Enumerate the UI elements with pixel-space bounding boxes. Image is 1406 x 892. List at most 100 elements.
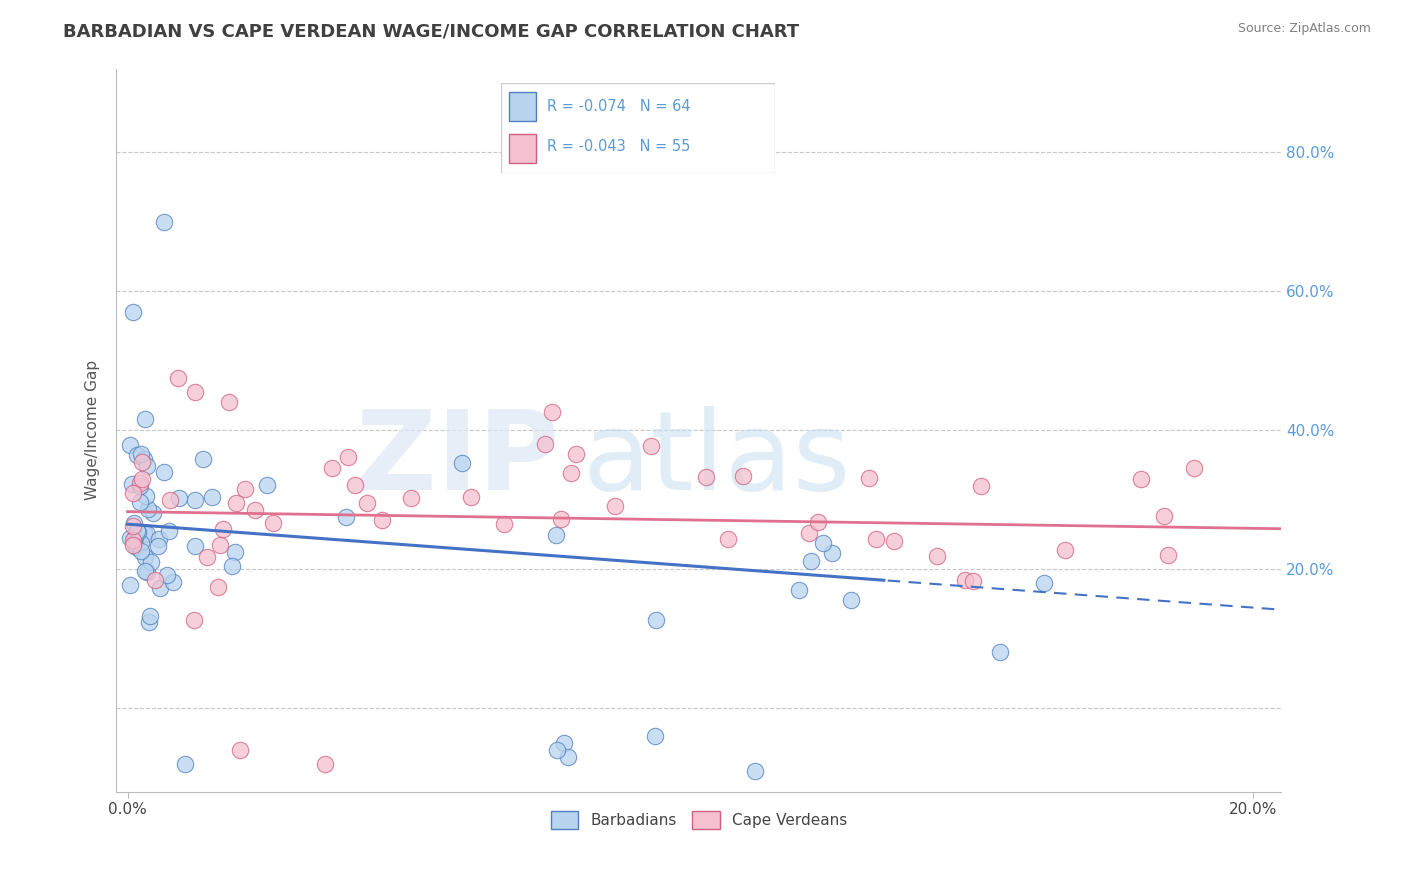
- Point: [865, 533, 887, 547]
- Point: [212, 522, 235, 536]
- Point: [256, 478, 278, 492]
- Point: [343, 477, 366, 491]
- Text: atlas: atlas: [582, 406, 851, 513]
- Point: [550, 512, 572, 526]
- Point: [122, 533, 145, 548]
- Point: [124, 531, 146, 545]
- Point: [811, 536, 834, 550]
- Point: [640, 439, 662, 453]
- Point: [129, 536, 152, 550]
- Point: [138, 501, 160, 516]
- Point: [953, 574, 976, 588]
- Point: [533, 436, 555, 450]
- Point: [131, 473, 153, 487]
- Point: [207, 580, 229, 594]
- Point: [962, 574, 984, 588]
- Point: [799, 525, 821, 540]
- Point: [557, 750, 579, 764]
- Point: [564, 447, 586, 461]
- Point: [695, 470, 717, 484]
- Point: [356, 496, 378, 510]
- Point: [152, 465, 174, 479]
- Point: [988, 645, 1011, 659]
- Point: [1033, 576, 1056, 591]
- Point: [839, 593, 862, 607]
- Point: [148, 532, 170, 546]
- Point: [807, 515, 830, 529]
- Point: [645, 613, 668, 627]
- Point: [1129, 472, 1152, 486]
- Point: [321, 460, 343, 475]
- Point: [560, 467, 582, 481]
- Point: [225, 496, 247, 510]
- Point: [544, 528, 567, 542]
- Point: [451, 456, 474, 470]
- Point: [820, 546, 842, 560]
- Point: [218, 395, 240, 409]
- Point: [883, 533, 905, 548]
- Point: [371, 513, 394, 527]
- Point: [167, 491, 190, 505]
- Point: [201, 490, 224, 504]
- Point: [127, 524, 149, 539]
- Point: [134, 411, 156, 425]
- Point: [120, 531, 142, 545]
- Point: [135, 489, 157, 503]
- Point: [167, 371, 190, 385]
- Point: [1182, 461, 1205, 475]
- Point: [460, 490, 482, 504]
- Point: [122, 535, 145, 549]
- Point: [644, 729, 666, 743]
- Point: [787, 582, 810, 597]
- Legend: Barbadians, Cape Verdeans: Barbadians, Cape Verdeans: [544, 805, 853, 835]
- Point: [314, 757, 336, 772]
- Point: [122, 305, 145, 319]
- Y-axis label: Wage/Income Gap: Wage/Income Gap: [86, 360, 100, 500]
- Point: [157, 524, 180, 538]
- Point: [731, 468, 754, 483]
- Point: [553, 736, 575, 750]
- Text: BARBADIAN VS CAPE VERDEAN WAGE/INCOME GAP CORRELATION CHART: BARBADIAN VS CAPE VERDEAN WAGE/INCOME GA…: [63, 22, 800, 40]
- Point: [229, 743, 252, 757]
- Point: [197, 550, 219, 565]
- Point: [139, 608, 162, 623]
- Point: [138, 615, 160, 629]
- Point: [546, 743, 568, 757]
- Point: [129, 476, 152, 491]
- Point: [142, 506, 165, 520]
- Text: ZIP: ZIP: [356, 406, 560, 513]
- Point: [143, 573, 166, 587]
- Point: [184, 539, 207, 553]
- Point: [744, 764, 766, 778]
- Point: [131, 455, 153, 469]
- Point: [262, 516, 284, 530]
- Point: [124, 516, 146, 530]
- Point: [121, 477, 143, 491]
- Point: [221, 558, 243, 573]
- Point: [136, 526, 159, 541]
- Point: [122, 485, 145, 500]
- Point: [399, 491, 422, 506]
- Point: [127, 448, 149, 462]
- Point: [184, 492, 207, 507]
- Point: [800, 554, 823, 568]
- Point: [141, 555, 163, 569]
- Point: [603, 499, 626, 513]
- Point: [335, 510, 357, 524]
- Point: [1153, 509, 1175, 524]
- Point: [540, 405, 562, 419]
- Point: [125, 540, 148, 554]
- Point: [858, 471, 880, 485]
- Point: [162, 574, 184, 589]
- Point: [129, 494, 152, 508]
- Point: [120, 578, 142, 592]
- Point: [134, 564, 156, 578]
- Point: [224, 545, 246, 559]
- Point: [492, 517, 515, 532]
- Point: [209, 537, 232, 551]
- Point: [125, 524, 148, 538]
- Point: [153, 214, 176, 228]
- Point: [122, 519, 145, 533]
- Point: [243, 503, 266, 517]
- Point: [174, 757, 197, 772]
